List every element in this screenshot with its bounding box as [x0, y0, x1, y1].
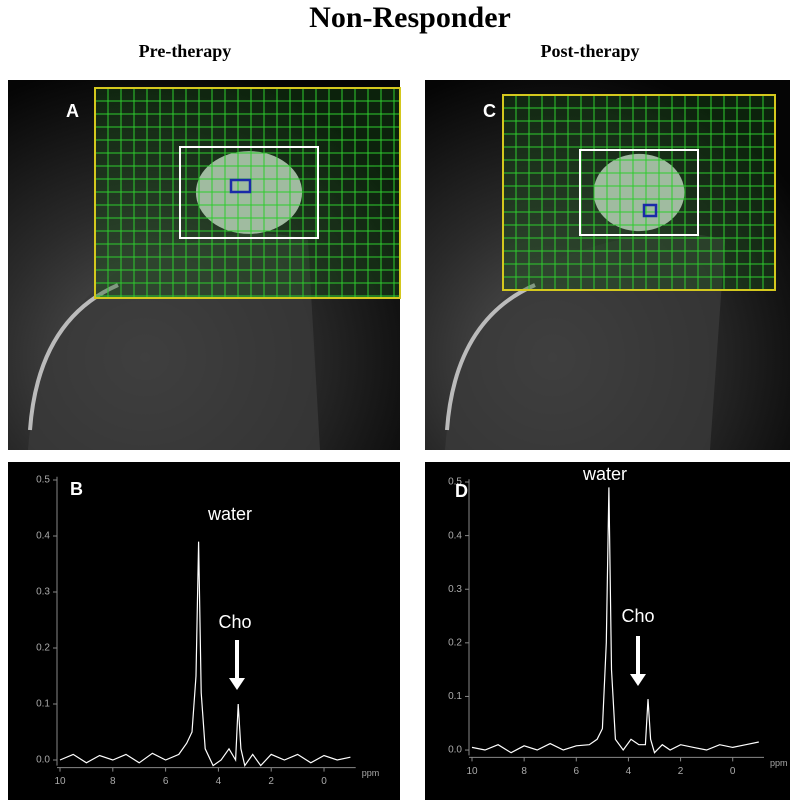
arrow-head	[630, 674, 646, 686]
figure-title: Non-Responder	[309, 1, 511, 34]
chart-background	[425, 462, 790, 800]
skin-edge	[445, 283, 536, 431]
voxel	[642, 203, 658, 218]
tissue	[28, 233, 320, 450]
y-tick-label: 0.2	[36, 643, 50, 654]
y-tick-label: 0.4	[448, 530, 462, 541]
y-tick-label: 0.2	[448, 637, 462, 648]
x-tick-label: 8	[521, 766, 527, 777]
panel-heading: Pre-therapy	[139, 41, 232, 61]
x-tick-label: 10	[466, 766, 478, 777]
y-tick-label: 0.0	[448, 745, 462, 756]
panel-heading: Post-therapy	[541, 41, 640, 61]
spectrum-line	[471, 487, 759, 754]
x-tick-label: 0	[730, 766, 736, 777]
grid-border	[94, 87, 401, 299]
grid-overlay	[503, 95, 775, 290]
panel-label: A	[66, 101, 79, 121]
voxel	[229, 178, 252, 194]
x-tick-label: 4	[216, 776, 222, 787]
y-tick-label: 0.0	[36, 755, 50, 766]
panel-label: C	[483, 101, 496, 121]
arrow-head	[229, 678, 245, 690]
x-tick-label: 0	[321, 776, 327, 787]
y-tick-label: 0.1	[448, 691, 462, 702]
panel-label: D	[455, 481, 468, 501]
roi-box	[179, 146, 319, 239]
y-tick-label: 0.5	[448, 477, 462, 488]
x-axis-label: ppm	[770, 758, 788, 768]
y-tick-label: 0.4	[36, 531, 50, 542]
annotation: Cho	[218, 612, 251, 632]
roi-box	[579, 149, 699, 236]
skin-edge	[28, 283, 119, 431]
tissue	[445, 233, 725, 450]
chart-background	[8, 462, 400, 800]
y-tick-label: 0.5	[36, 475, 50, 486]
x-tick-label: 2	[678, 766, 684, 777]
panel-label: B	[70, 479, 83, 499]
annotation: water	[582, 464, 627, 484]
grid-border	[502, 94, 776, 291]
x-tick-label: 2	[268, 776, 274, 787]
x-tick-label: 8	[110, 776, 116, 787]
x-tick-label: 6	[163, 776, 169, 787]
x-tick-label: 10	[54, 776, 66, 787]
x-axis-label: ppm	[362, 768, 380, 778]
y-tick-label: 0.3	[36, 587, 50, 598]
y-tick-label: 0.3	[448, 584, 462, 595]
y-tick-label: 0.1	[36, 699, 50, 710]
annotation: Cho	[621, 606, 654, 626]
x-tick-label: 4	[626, 766, 632, 777]
annotation: water	[207, 504, 252, 524]
x-tick-label: 6	[574, 766, 580, 777]
spectrum-line	[59, 541, 351, 768]
